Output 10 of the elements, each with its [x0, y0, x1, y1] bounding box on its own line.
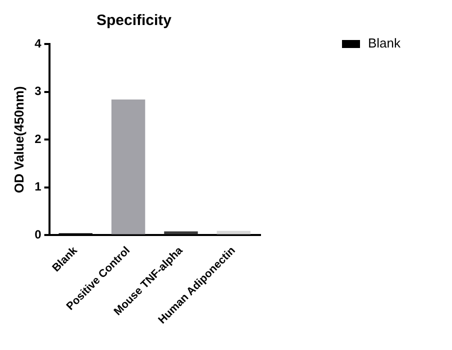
y-tick-label: 0	[34, 228, 42, 242]
y-tick-label: 4	[34, 36, 42, 50]
bar	[216, 230, 251, 234]
y-tick-label: 3	[34, 84, 42, 98]
legend-label: Blank	[368, 36, 402, 51]
y-tick-label: 1	[34, 180, 42, 194]
y-tick-label: 2	[34, 132, 42, 146]
chart-title: Specificity	[96, 12, 172, 30]
y-axis-title: OD Value(450nm)	[11, 86, 26, 194]
bar	[111, 99, 146, 234]
